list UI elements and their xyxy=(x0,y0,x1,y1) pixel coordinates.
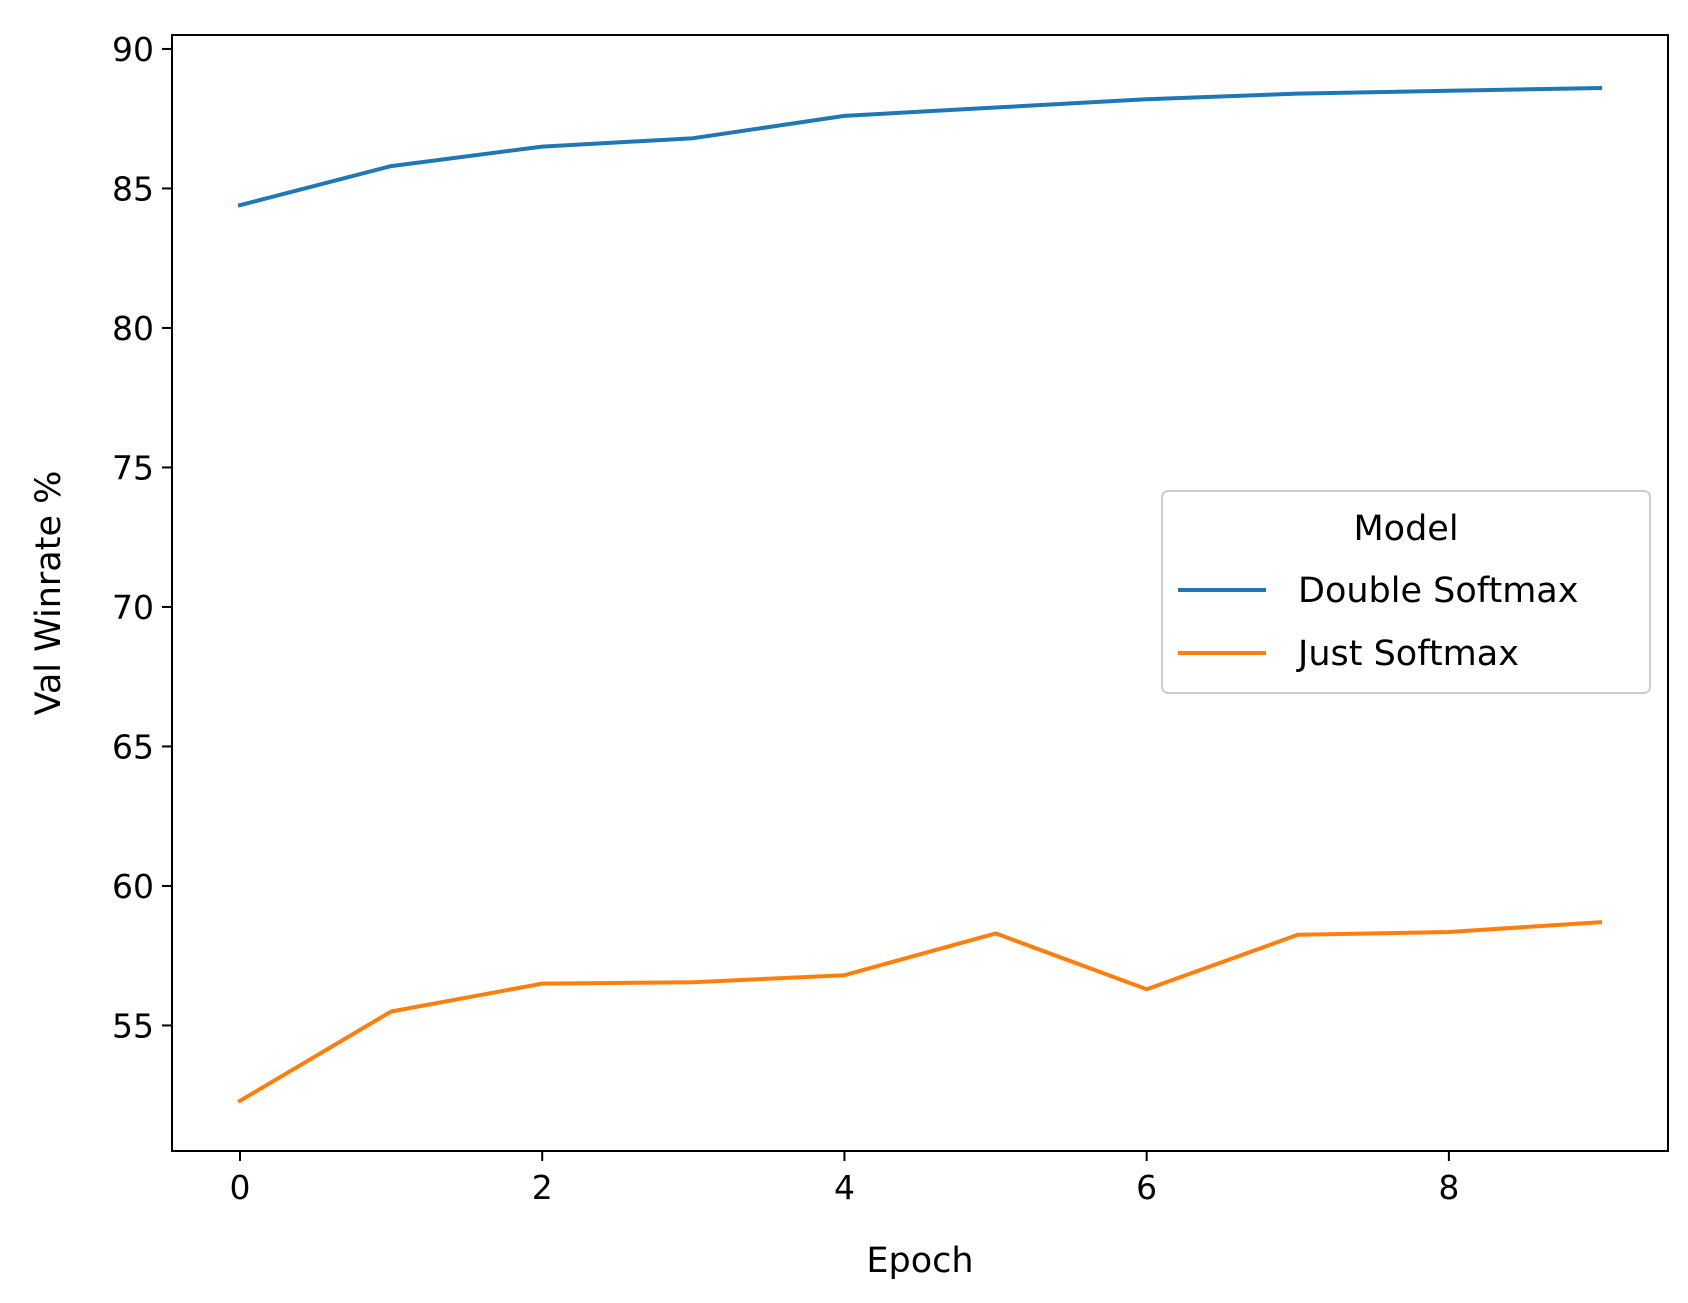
plot-frame xyxy=(171,34,1669,1152)
y-tick-label: 55 xyxy=(112,1006,154,1045)
legend-title: Model xyxy=(1353,509,1458,549)
x-tick-label: 2 xyxy=(532,1168,553,1207)
y-tick-label: 80 xyxy=(112,309,154,348)
x-axis-ticks: 0 2 4 6 8 xyxy=(230,1151,1459,1207)
y-tick-label: 70 xyxy=(112,588,154,627)
legend-label-double-softmax: Double Softmax xyxy=(1298,571,1578,611)
legend-box xyxy=(1161,490,1651,694)
x-tick-label: 0 xyxy=(230,1168,251,1207)
series-line-just-softmax xyxy=(237,920,1603,1104)
y-axis-ticks: 55 60 65 70 75 80 85 90 xyxy=(112,30,172,1045)
x-tick-label: 8 xyxy=(1438,1168,1459,1207)
y-tick-label: 85 xyxy=(112,169,154,208)
x-tick-label: 4 xyxy=(834,1168,855,1207)
x-axis-label: Epoch xyxy=(866,1241,973,1281)
legend-label-just-softmax: Just Softmax xyxy=(1296,634,1519,674)
y-axis-label: Val Winrate % xyxy=(29,471,69,716)
y-tick-label: 75 xyxy=(112,448,154,487)
y-tick-label: 60 xyxy=(112,867,154,906)
x-tick-label: 6 xyxy=(1136,1168,1157,1207)
y-tick-label: 90 xyxy=(112,30,154,69)
legend: Model Double Softmax Just Softmax xyxy=(1161,490,1651,694)
y-tick-label: 65 xyxy=(112,727,154,766)
series-layer xyxy=(237,85,1603,1104)
series-line-double-softmax xyxy=(237,85,1603,208)
